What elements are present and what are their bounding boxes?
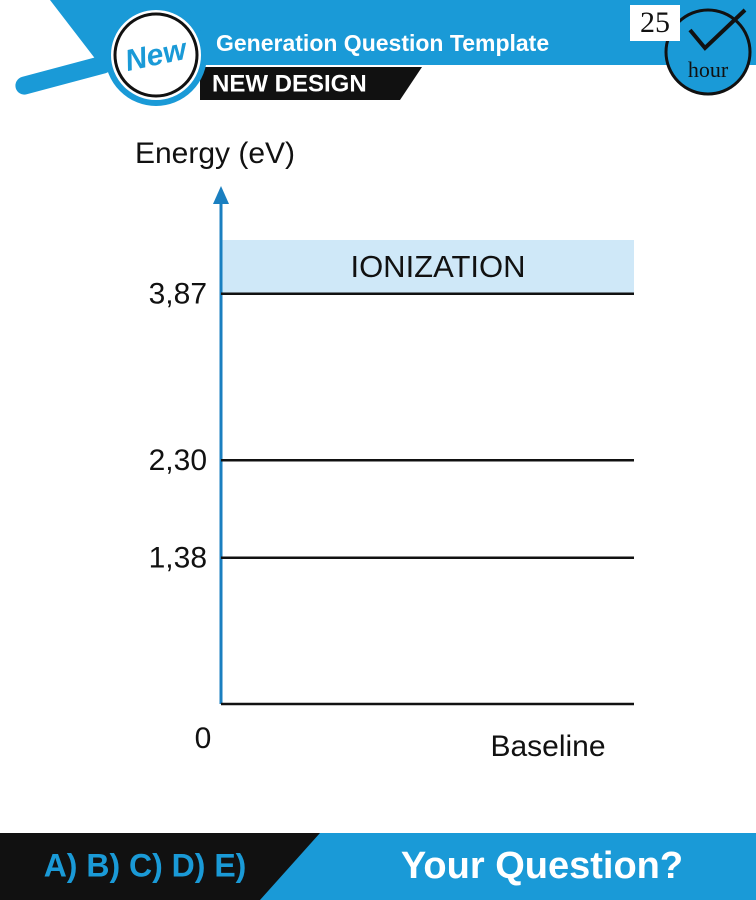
clock-number: 25 [640, 6, 670, 39]
header-title: Generation Question Template [216, 30, 549, 56]
level-label: 2,30 [149, 444, 207, 477]
y-axis-arrow [213, 186, 229, 204]
magnifier-rim [113, 12, 199, 98]
clock-number-bg [630, 5, 680, 41]
clock [664, 8, 752, 96]
diagram: IONIZATION Energy (eV) Baseline 0 1,38 2,3… [135, 137, 634, 763]
clock-unit: hour [688, 57, 729, 82]
header-subtitle: NEW DESIGN [212, 70, 367, 97]
region-label: IONIZATION [350, 249, 525, 284]
ionization-region [221, 240, 634, 294]
x-axis-label: Baseline [490, 730, 605, 763]
subtitle-band [200, 67, 422, 100]
footer-blue [260, 833, 756, 900]
y-axis-label: Energy (eV) [135, 137, 295, 170]
level-label: 1,38 [149, 542, 207, 575]
question: Your Question? [401, 845, 683, 887]
check [688, 8, 747, 51]
magnifier-handle [15, 55, 113, 95]
level-label: 3,87 [149, 278, 207, 311]
header-band [50, 0, 756, 65]
magnifier [105, 4, 207, 106]
answer-options: A) B) C) D) E) [44, 847, 247, 883]
level-label: 0 [195, 722, 212, 755]
